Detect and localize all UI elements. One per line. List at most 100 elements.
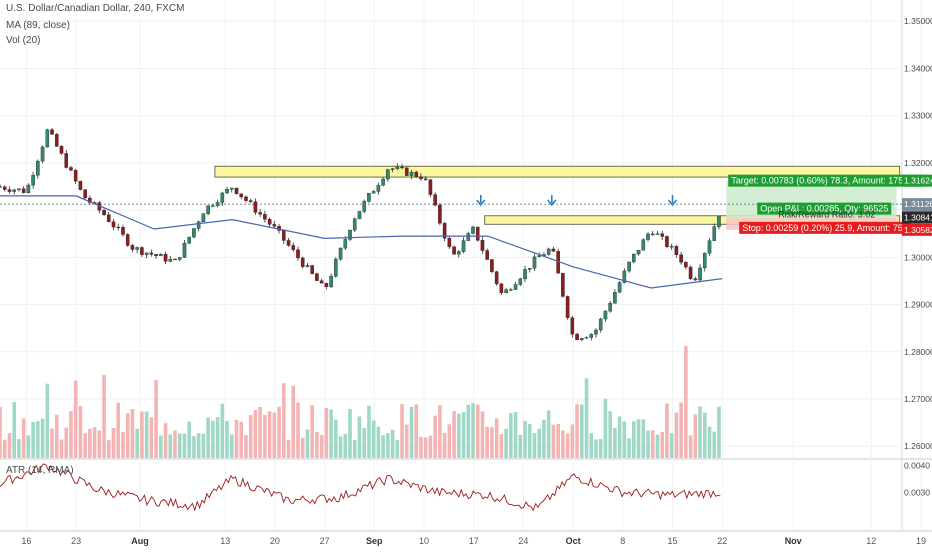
candle-body xyxy=(338,247,343,260)
candle-body xyxy=(551,248,556,252)
candle-body xyxy=(352,218,357,231)
time-tick-label: 17 xyxy=(469,536,479,546)
candle-body xyxy=(296,249,300,259)
candle xyxy=(225,186,229,195)
candle xyxy=(248,198,253,204)
candle-body xyxy=(423,178,428,180)
candle-body xyxy=(334,259,338,277)
target-price-tag-text: 1.31624 xyxy=(904,176,932,186)
candle xyxy=(272,220,277,229)
candle xyxy=(31,171,35,189)
candle xyxy=(329,273,333,288)
volume-bar xyxy=(0,406,2,458)
volume-bar xyxy=(338,436,343,458)
volume-bar xyxy=(121,432,125,458)
volume-bar xyxy=(272,412,277,458)
candles xyxy=(0,128,721,342)
volume-bar xyxy=(381,435,385,458)
current-price-tag: 1.31126 xyxy=(902,198,932,211)
candle-body xyxy=(300,257,305,267)
candle xyxy=(669,243,674,251)
candle xyxy=(352,217,357,233)
atr-legend[interactable]: ATR (14, RMA) xyxy=(6,465,74,476)
ma-legend[interactable]: MA (89, close) xyxy=(6,20,70,31)
candle xyxy=(159,253,163,257)
volume-bar xyxy=(636,419,641,458)
candle xyxy=(144,252,149,259)
volume-bar xyxy=(329,409,333,458)
candle-body xyxy=(613,292,617,304)
entry-price-tag-bg xyxy=(902,211,932,224)
candle-body xyxy=(196,221,201,229)
volume-bar xyxy=(546,410,551,458)
candle-body xyxy=(348,229,352,240)
time-tick-label: 23 xyxy=(71,536,81,546)
candle xyxy=(196,220,201,232)
volume-bar xyxy=(59,439,64,458)
volume-bar xyxy=(64,427,69,458)
volume-bar xyxy=(466,404,471,458)
volume-bar xyxy=(646,430,650,458)
candle xyxy=(442,221,447,242)
volume-bar xyxy=(565,433,570,458)
candle-body xyxy=(59,146,64,154)
volume-bar xyxy=(69,411,73,458)
volume-bar xyxy=(509,413,513,458)
candle xyxy=(73,168,78,185)
candle-body xyxy=(598,318,603,331)
time-tick-label: 16 xyxy=(21,536,31,546)
candle-body xyxy=(282,230,286,241)
open-pl-label-bg xyxy=(757,202,892,215)
volume-bar xyxy=(542,419,546,458)
volume-bar xyxy=(83,433,87,458)
candle-body xyxy=(523,269,527,280)
candle-body xyxy=(575,333,579,341)
candle xyxy=(499,283,504,296)
candle xyxy=(201,213,206,222)
volume-bar xyxy=(660,431,664,458)
candle xyxy=(106,212,111,223)
candle-body xyxy=(475,226,480,241)
position-tool[interactable]: Target: 0.00783 (0.60%) 78.3, Amount: 17… xyxy=(0,174,924,234)
time-axis[interactable]: 16 23 Aug 13 20 27 Sep 10 17 24 Oct 8 15 22 Nov 12 19 xyxy=(21,536,926,546)
open-pl-label: Open P&L: 0.00285, Qty: 96525 xyxy=(757,202,892,215)
time-tick-label: Nov xyxy=(785,536,802,546)
volume-bar xyxy=(144,411,149,458)
candle xyxy=(471,225,475,235)
volume-bar xyxy=(438,405,442,458)
ma-line xyxy=(0,195,723,289)
candle-body xyxy=(428,179,433,195)
candle-body xyxy=(253,201,258,213)
volume-bar xyxy=(608,411,612,458)
target-label: Target: 0.00783 (0.60%) 78.3, Amount: 17… xyxy=(728,174,924,187)
candle xyxy=(111,218,116,231)
candle xyxy=(2,185,7,192)
candle xyxy=(102,208,106,216)
candle xyxy=(419,173,423,182)
vol-legend[interactable]: Vol (20) xyxy=(6,35,41,46)
volume-bar xyxy=(149,417,154,458)
volume-bar xyxy=(490,427,494,458)
volume-bar xyxy=(428,435,433,458)
candle-body xyxy=(173,258,177,261)
candle xyxy=(357,211,362,220)
candle xyxy=(447,236,452,249)
volume-bar xyxy=(617,416,622,458)
volume-bar xyxy=(622,421,627,458)
volume-bar xyxy=(36,421,40,458)
volume-bar xyxy=(556,423,560,458)
target-label-text: Target: 0.00783 (0.60%) 78.3, Amount: 17… xyxy=(731,176,921,186)
time-tick-label: 8 xyxy=(620,536,625,546)
volume-bar xyxy=(182,433,187,458)
candle xyxy=(551,246,556,252)
volume-bar xyxy=(641,419,646,458)
candle xyxy=(334,257,338,278)
candle xyxy=(438,203,442,226)
stop-price-tag-bg xyxy=(902,223,932,236)
candle-body xyxy=(490,259,494,272)
candle xyxy=(253,198,258,215)
candle xyxy=(594,328,598,338)
